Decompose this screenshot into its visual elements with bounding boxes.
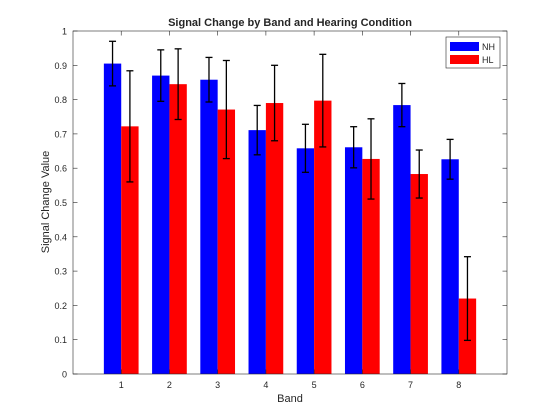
x-axis: 1 2 3 4 5 6 7 8	[119, 31, 461, 390]
y-tick-label: 0.9	[54, 61, 67, 71]
legend-label-nh: NH	[482, 42, 495, 52]
plot-area	[73, 31, 507, 374]
y-tick-label: 0	[62, 370, 67, 380]
errorbar-hl-band-3	[222, 59, 230, 160]
bar-nh-band-7	[393, 105, 411, 374]
x-axis-label: Band	[277, 393, 303, 405]
bar-hl-band-4	[265, 103, 284, 374]
errorbar-nh-band-7	[398, 82, 406, 128]
bar-hl-band-2	[169, 84, 187, 375]
bar-hl-band-1	[121, 126, 139, 374]
bar-hl-band-6	[362, 158, 380, 374]
errorbar-hl-band-8	[463, 256, 471, 342]
y-tick-label: 0.7	[54, 129, 67, 139]
y-tick-label: 0.6	[54, 164, 67, 174]
x-tick-label: 6	[360, 380, 365, 390]
y-axis: 0 0.1 0.2 0.3 0.4 0.5 0.6 0.7 0.8 0.9 1	[54, 27, 507, 380]
bar-nh-band-6	[344, 147, 363, 374]
y-tick-label: 1	[62, 27, 67, 37]
errorbar-hl-band-4	[271, 64, 279, 142]
errorbar-hl-band-7	[415, 149, 423, 199]
x-tick-label: 7	[408, 380, 413, 390]
x-tick-label: 5	[312, 380, 317, 390]
errorbar-hl-band-1	[126, 70, 134, 183]
x-tick-label: 1	[119, 380, 124, 390]
bar-hl-band-5	[314, 100, 332, 374]
bar-nh-band-3	[200, 79, 218, 375]
y-tick-label: 0.1	[54, 335, 67, 345]
errorbar-nh-band-6	[350, 126, 358, 169]
x-tick-label: 3	[215, 380, 220, 390]
bars-layer	[103, 63, 477, 375]
legend: NH HL	[445, 36, 501, 69]
bar-nh-band-4	[248, 130, 266, 374]
bar-nh-band-5	[296, 148, 315, 374]
errorbar-hl-band-6	[367, 118, 375, 200]
y-tick-label: 0.5	[54, 198, 67, 208]
legend-label-hl: HL	[482, 55, 494, 65]
bar-nh-band-1	[103, 63, 122, 374]
errorbars-layer	[109, 40, 471, 342]
y-axis-label: Signal Change Value	[40, 151, 52, 254]
bar-nh-band-2	[152, 75, 170, 374]
x-tick-label: 2	[167, 380, 172, 390]
errorbar-nh-band-1	[109, 40, 117, 87]
errorbar-hl-band-2	[174, 48, 182, 121]
errorbar-nh-band-5	[301, 123, 309, 173]
errorbar-nh-band-4	[253, 104, 261, 156]
errorbar-hl-band-5	[319, 53, 327, 148]
errorbar-nh-band-8	[446, 138, 454, 180]
chart-title: Signal Change by Band and Hearing Condit…	[168, 17, 412, 29]
legend-swatch-nh	[450, 42, 479, 51]
bar-hl-band-3	[217, 109, 236, 375]
y-tick-label: 0.3	[54, 267, 67, 277]
bar-nh-band-8	[441, 159, 459, 374]
errorbar-nh-band-2	[157, 49, 165, 102]
y-tick-label: 0.2	[54, 301, 67, 311]
bar-hl-band-7	[410, 174, 428, 374]
x-tick-label: 8	[456, 380, 461, 390]
y-tick-label: 0.4	[54, 232, 67, 242]
x-tick-label: 4	[263, 380, 268, 390]
legend-swatch-hl	[450, 55, 479, 64]
y-tick-label: 0.8	[54, 95, 67, 105]
errorbar-nh-band-3	[205, 56, 213, 103]
